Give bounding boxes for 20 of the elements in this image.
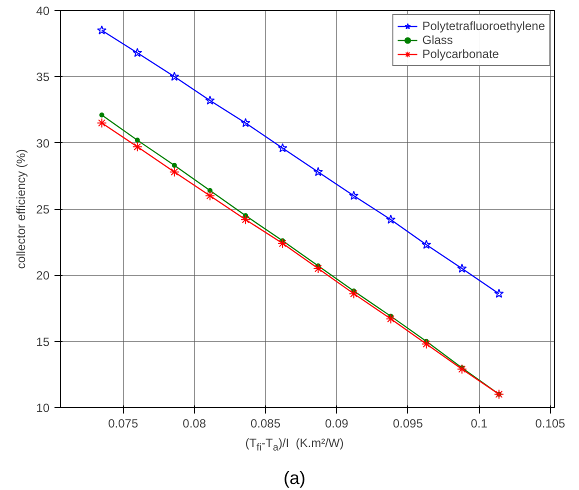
x-tick-label: 0.08 xyxy=(182,416,206,430)
y-tick-label: 25 xyxy=(36,202,50,216)
x-axis-title: (T$_{fi}$-T$_{a}$)/I (K.m²/W) xyxy=(245,435,344,456)
legend-label: Glass xyxy=(422,33,453,47)
y-tick-label: 15 xyxy=(36,334,50,349)
y-tick-label: 10 xyxy=(36,401,50,415)
legend-label: Polytetrafluoroethylene xyxy=(422,19,545,33)
y-axis-title: collector efficiency (%) xyxy=(14,149,28,269)
y-tick-label: 40 xyxy=(36,4,50,18)
text: (a) xyxy=(284,466,306,490)
x-tick-label: 0.095 xyxy=(392,416,424,430)
y-tick-label: 35 xyxy=(36,70,50,84)
y-tick-label: 30 xyxy=(36,136,50,150)
x-tick-label: 0.075 xyxy=(108,416,138,430)
legend-label: Polycarbonate xyxy=(422,47,499,61)
x-tick-label: 0.09 xyxy=(325,416,349,430)
x-tick-label: 0.085 xyxy=(250,416,281,430)
y-tick-label: 20 xyxy=(36,268,50,283)
x-tick-label: 0.1 xyxy=(470,416,488,430)
x-tick-label: 0.105 xyxy=(535,416,566,430)
